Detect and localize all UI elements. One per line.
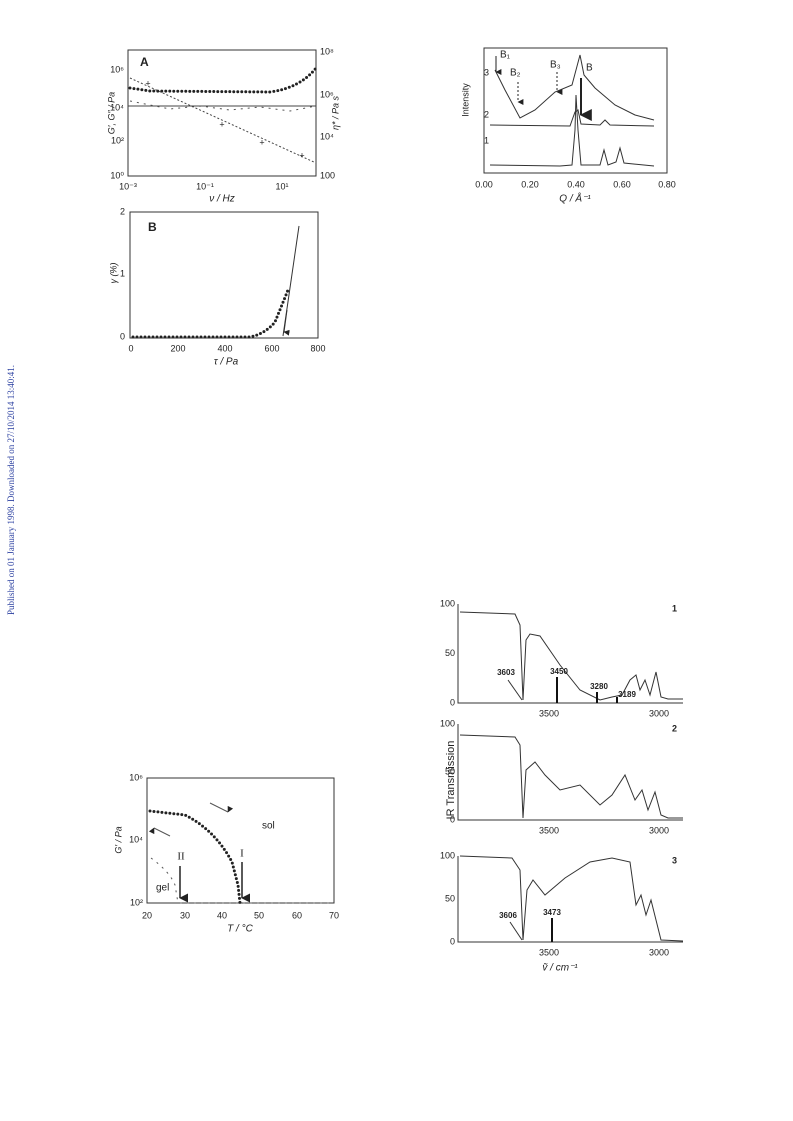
figure-ir [457, 604, 684, 943]
x-tick-label: 200 [170, 343, 185, 353]
x-tick-label: 30 [180, 910, 190, 920]
annotation: II [177, 851, 185, 863]
annotation: gel [156, 883, 169, 894]
panel-label: A [140, 55, 149, 69]
x-tick-label: 50 [254, 910, 264, 920]
x-tick-label: 20 [142, 910, 152, 920]
panel-number: 2 [672, 723, 677, 733]
peak-label: B₃ [550, 60, 561, 71]
y-tick-label: 0 [450, 814, 455, 824]
x-tick-label: 3500 [539, 708, 559, 718]
y-tick-label: 10⁴ [110, 102, 124, 112]
y-axis-label: G′, G″ / Pa [106, 92, 116, 134]
peak-label: 3473 [543, 908, 561, 917]
annotation: I [240, 848, 244, 860]
y-tick-label: 1 [120, 268, 125, 278]
y-tick-label: 0 [450, 697, 455, 707]
y-tick-label: 10⁶ [110, 64, 124, 74]
x-tick-label: 60 [292, 910, 302, 920]
y-tick-label: 10⁴ [129, 834, 143, 844]
y-tick-label: 10² [111, 135, 124, 145]
x-tick-label: 600 [264, 343, 279, 353]
y2-tick-label: 10⁸ [320, 46, 334, 56]
x-tick-label: 0 [128, 343, 133, 353]
peak-label: 3606 [499, 911, 517, 920]
x-tick-label: 10¹ [275, 181, 288, 191]
curve-label: 2 [484, 109, 489, 119]
peak-label: 3189 [618, 690, 636, 699]
x-tick-label: 0.00 [475, 179, 493, 189]
peak-label: 3603 [497, 668, 515, 677]
panel-number: 3 [672, 855, 677, 865]
y-tick-label: 50 [445, 766, 455, 776]
x-tick-label: 0.60 [613, 179, 631, 189]
svg-text:+: + [219, 119, 224, 129]
x-axis-label: ν / Hz [209, 194, 235, 205]
x-tick-label: 400 [217, 343, 232, 353]
y2-tick-label: 10⁴ [320, 131, 334, 141]
annotation: sol [262, 821, 275, 832]
peak-label: 3280 [590, 682, 608, 691]
x-axis-label: τ / Pa [214, 357, 239, 368]
x-axis-label: T / °C [227, 924, 253, 935]
x-tick-label: 3000 [649, 825, 669, 835]
y-tick-label: 2 [120, 206, 125, 216]
peak-label: B₁ [500, 50, 511, 61]
y-tick-label: 10⁰ [110, 170, 124, 180]
figure-modulus: sol gel II I 10² 10⁴ 10⁶ 20 30 40 50 60 … [113, 772, 339, 934]
panel-label: B [148, 220, 157, 234]
y-axis-label: G′ / Pa [113, 826, 123, 853]
y-axis-label: IR Transmission [445, 741, 457, 820]
x-tick-label: 3000 [649, 947, 669, 957]
y-tick-label: 100 [440, 850, 455, 860]
x-tick-label: 3500 [539, 825, 559, 835]
x-tick-label: 3000 [649, 708, 669, 718]
y2-tick-label: 100 [320, 170, 335, 180]
x-tick-label: 40 [217, 910, 227, 920]
y-tick-label: 50 [445, 893, 455, 903]
sidebar: Published on 01 January 1998. Downloaded… [6, 365, 16, 615]
x-tick-label: 0.80 [658, 179, 676, 189]
x-tick-label: 800 [310, 343, 325, 353]
y-tick-label: 50 [445, 648, 455, 658]
x-tick-label: 0.40 [567, 179, 585, 189]
peak-label: B₂ [510, 68, 521, 79]
curve-label: 1 [484, 135, 489, 145]
figure-xray: 3 2 1 B₁ B₂ B₃ B 0.00 0.20 0.40 0.60 0.8… [460, 47, 676, 205]
svg-text:+: + [259, 137, 264, 147]
y-axis-label: Intensity [460, 83, 470, 117]
x-tick-label: 10⁻³ [119, 181, 137, 191]
y-tick-label: 10⁶ [129, 772, 143, 782]
y-tick-label: 0 [450, 936, 455, 946]
figure-rheology-b: B 0 1 2 0 200 400 600 800 τ / Pa γ (%) [108, 206, 325, 367]
x-tick-label: 70 [329, 910, 339, 920]
y-axis-label: γ (%) [108, 263, 118, 284]
peak-label: 3450 [550, 667, 568, 676]
svg-text:+: + [299, 150, 304, 160]
x-tick-label: 10⁻¹ [196, 181, 214, 191]
y-tick-label: 0 [120, 331, 125, 341]
x-axis-label: Q / Å⁻¹ [559, 192, 591, 205]
curve-label: 3 [484, 67, 489, 77]
panel-number: 1 [672, 603, 677, 613]
y-tick-label: 100 [440, 718, 455, 728]
x-axis-label: ṽ / cm⁻¹ [542, 963, 578, 974]
y-tick-label: 10² [130, 897, 143, 907]
peak-label: B [586, 63, 593, 74]
y-tick-label: 100 [440, 598, 455, 608]
x-tick-label: 3500 [539, 947, 559, 957]
y2-axis-label: η* / Pa s [330, 95, 340, 130]
y2-tick-label: 10⁶ [320, 89, 334, 99]
x-tick-label: 0.20 [521, 179, 539, 189]
figure-rheology-a: + + + + A 10⁰ 10² 10⁴ 10⁶ 100 10⁴ 10⁶ 10⁸ 1… [106, 46, 340, 204]
svg-text:+: + [145, 78, 150, 88]
